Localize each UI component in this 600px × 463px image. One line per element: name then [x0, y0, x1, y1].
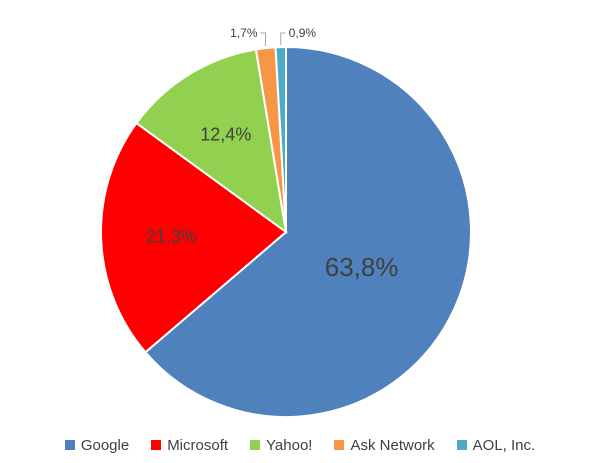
legend-swatch-aol-inc — [456, 440, 467, 450]
legend-swatch-ask-network — [334, 440, 345, 450]
pie-slice-microsoft — [100, 121, 288, 354]
legend-label-google: Google — [80, 436, 130, 454]
data-label-yahoo: 12,4% — [200, 124, 251, 144]
pie-slice-aol-inc — [274, 45, 287, 233]
legend-label-aol-inc: AOL, Inc. — [472, 436, 536, 454]
legend-swatch-google — [64, 440, 75, 450]
data-label-aol-inc: 0,9% — [289, 26, 317, 40]
legend-item-microsoft: Microsoft — [151, 437, 228, 454]
pie-chart-svg: 63,8% 21,3% 12,4% 1,7% 0,9% — [100, 26, 472, 418]
pie-slice-yahoo — [135, 48, 288, 235]
legend-label-yahoo: Yahoo! — [266, 436, 313, 454]
legend-item-ask-network: Ask Network — [334, 436, 435, 454]
data-label-google: 63,8% — [325, 252, 399, 282]
data-label-ask-network: 1,7% — [230, 26, 258, 40]
leader-line-ask-network — [260, 32, 266, 47]
legend-label-microsoft: Microsoft — [167, 436, 229, 454]
legend-label-ask-network: Ask Network — [350, 436, 435, 454]
legend-item-yahoo: Yahoo! — [250, 437, 312, 454]
data-label-microsoft: 21,3% — [146, 226, 197, 246]
legend-swatch-microsoft — [151, 440, 162, 450]
legend-item-aol-inc: AOL, Inc. — [456, 436, 536, 454]
pie-slice-google — [144, 45, 472, 418]
legend-item-google: Google — [64, 436, 130, 454]
leader-line-aol-inc — [280, 32, 286, 46]
legend-swatch-yahoo — [250, 440, 261, 450]
legend: Google Microsoft Yahoo! Ask Network AOL, Inc… — [0, 432, 600, 458]
